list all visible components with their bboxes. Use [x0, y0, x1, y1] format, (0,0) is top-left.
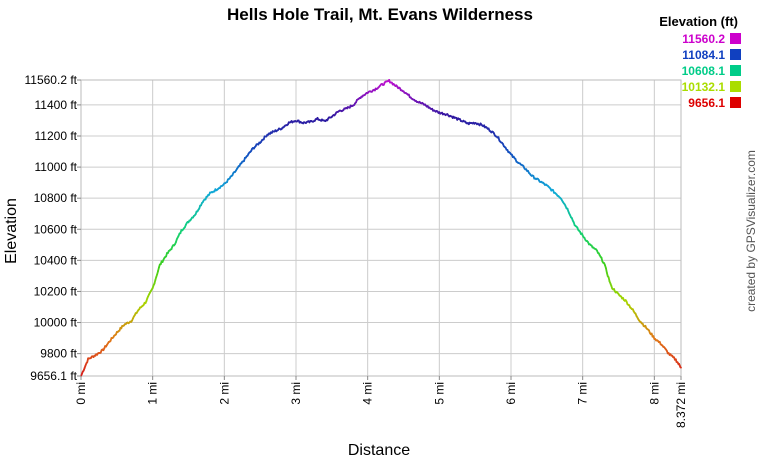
- legend-swatch: [730, 49, 741, 60]
- y-tick-label: 11200 ft: [35, 129, 78, 143]
- legend-swatch: [730, 33, 741, 44]
- chart-title: Hells Hole Trail, Mt. Evans Wilderness: [227, 5, 533, 24]
- legend-entry-label: 10132.1: [682, 80, 726, 94]
- plot-area: [80, 79, 682, 377]
- x-tick-label: 5 mi: [432, 382, 446, 405]
- y-tick-label: 10200 ft: [34, 284, 78, 298]
- x-axis-label: Distance: [348, 442, 410, 459]
- y-tick-label: 9800 ft: [40, 347, 77, 361]
- x-tick-label: 7 mi: [576, 382, 590, 405]
- y-tick-label: 11400 ft: [35, 98, 78, 112]
- y-tick-label: 10400 ft: [34, 253, 78, 267]
- y-tick-label: 10800 ft: [34, 191, 78, 205]
- legend-swatch: [730, 65, 741, 76]
- x-axis-ticks: 0 mi 1 mi 2 mi 3 mi 4 mi 5 mi 6 mi 7 mi 8 mi 8.37…: [74, 376, 688, 428]
- elevation-segment: [679, 366, 682, 369]
- legend-entry-label: 9656.1: [688, 96, 725, 110]
- y-axis-label: Elevation: [3, 198, 20, 264]
- legend-entry-label: 10608.1: [682, 64, 726, 78]
- x-tick-label: 8 mi: [647, 382, 661, 405]
- x-tick-label: 2 mi: [217, 382, 231, 405]
- elevation-legend: Elevation (ft) 11560.2 11084.1 10608.1 1013…: [659, 14, 741, 110]
- grid-lines: [80, 79, 682, 377]
- x-tick-label: 0 mi: [74, 382, 88, 405]
- legend-title: Elevation (ft): [659, 14, 738, 29]
- legend-entry-label: 11560.2: [682, 32, 725, 46]
- x-tick-label: 4 mi: [361, 382, 375, 405]
- elevation-line: [80, 79, 682, 377]
- y-tick-label: 11560.2 ft: [25, 73, 78, 87]
- credit-text: created by GPSVisualizer.com: [744, 150, 758, 312]
- y-tick-label: 9656.1 ft: [30, 369, 77, 383]
- x-tick-label: 8.372 mi: [674, 382, 688, 428]
- legend-swatch: [730, 97, 741, 108]
- y-tick-label: 11000 ft: [35, 160, 78, 174]
- legend-entry-label: 11084.1: [682, 48, 725, 62]
- x-tick-label: 3 mi: [289, 382, 303, 405]
- y-tick-label: 10600 ft: [34, 222, 78, 236]
- y-axis-ticks: 9656.1 ft 9800 ft 10000 ft 10200 ft 10400 ft…: [25, 73, 81, 383]
- x-tick-label: 1 mi: [146, 382, 160, 405]
- y-tick-label: 10000 ft: [34, 316, 78, 330]
- legend-swatch: [730, 81, 741, 92]
- x-tick-label: 6 mi: [504, 382, 518, 405]
